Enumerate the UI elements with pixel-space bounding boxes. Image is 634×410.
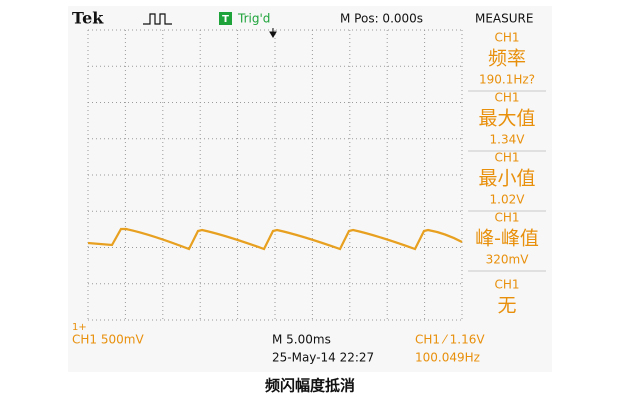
measure-value: 190.1Hz? [479,73,535,87]
menu-title: MEASURE [475,12,533,26]
measure-channel: CH1 [494,151,519,165]
trigger-icon [143,13,172,25]
measure-value: 1.02V [490,193,526,207]
brand: Tek [72,9,104,28]
channel-scale: CH1 500mV [72,333,144,347]
trigger-position-marker [269,28,277,38]
measure-label: 最小值 [478,168,535,190]
measure-label: 频率 [488,48,526,70]
measure-label: 最大值 [478,108,535,130]
measure-value: 320mV [486,253,530,267]
measure-label: 无 [497,295,516,317]
trigger-badge-box [219,12,232,25]
caption: 频闪幅度抵消 [265,377,355,395]
measure-label: 峰-峰值 [475,228,539,250]
horizontal-position: M Pos: 0.000s [340,12,423,26]
measure-channel: CH1 [494,211,519,225]
trigger-badge: T [222,14,229,25]
measure-panel: CH1 频率 190.1Hz? CH1 最大值 1.34V CH1 最小值 1.02V CH1 峰-… [468,31,546,317]
scope-screen [68,6,552,372]
measure-value: 1.34V [490,133,526,147]
date-time: 25-May-14 22:27 [272,351,374,365]
timebase: M 5.00ms [272,333,331,347]
measure-channel: CH1 [494,91,519,105]
ground-marker: 1+ [72,322,87,333]
measure-channel: CH1 [494,31,519,45]
graticule [87,29,463,321]
measure-channel: CH1 [494,278,519,292]
trigger-frequency: 100.049Hz [415,351,480,365]
waveform [87,227,463,251]
trigger-setting: CH1 ⁄ 1.16V [415,333,485,347]
trigger-status: Trig'd [237,12,270,26]
